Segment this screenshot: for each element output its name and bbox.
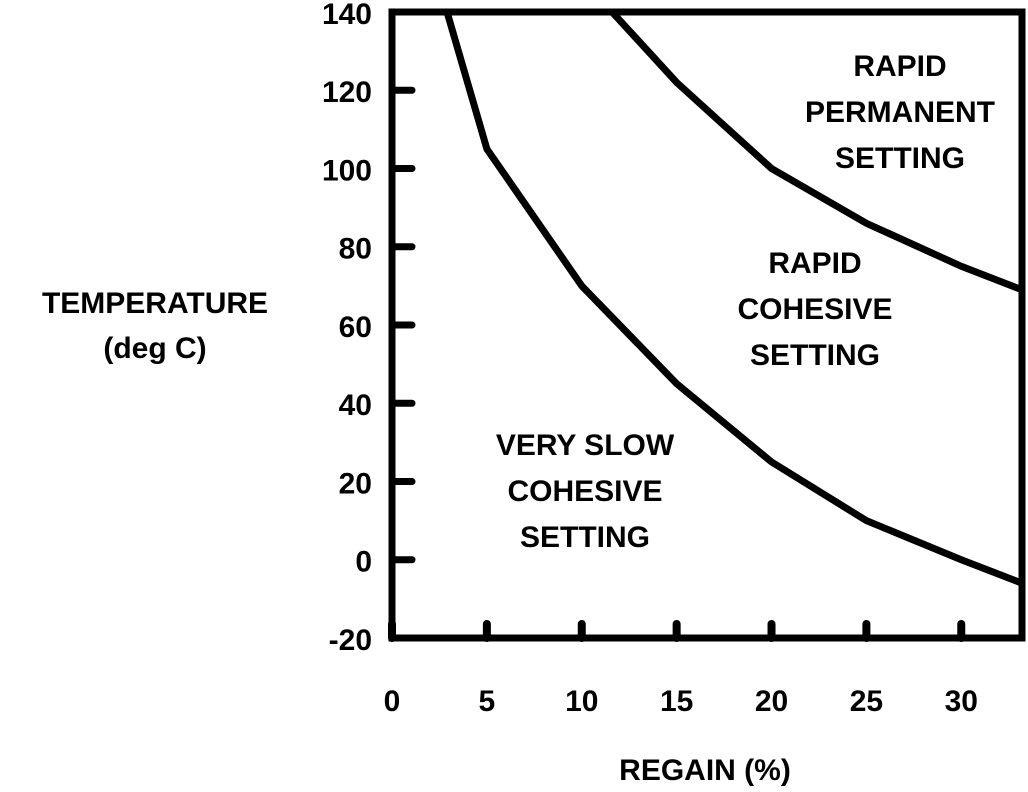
region-label: RAPID: [768, 247, 861, 280]
region-label: RAPID: [853, 50, 946, 83]
x-tick-label: 30: [945, 685, 978, 718]
region-label: COHESIVE: [737, 293, 892, 326]
y-tick-label: 140: [322, 0, 372, 31]
y-tick-label: 20: [339, 467, 372, 500]
region-label: SETTING: [835, 142, 965, 175]
region-label: SETTING: [520, 521, 650, 554]
y-tick-label: 120: [322, 76, 372, 109]
x-tick-label: 25: [850, 685, 883, 718]
curve: [443, 8, 1026, 587]
y-tick-label: 80: [339, 233, 372, 266]
x-tick-label: 10: [565, 685, 598, 718]
region-label: PERMANENT: [805, 96, 995, 129]
region-label: VERY SLOW: [496, 429, 675, 462]
x-tick-label: 15: [660, 685, 693, 718]
x-tick-label: 0: [384, 685, 401, 718]
x-axis-label: REGAIN (%): [619, 754, 791, 787]
y-tick-label: 40: [339, 389, 372, 422]
region-label: SETTING: [750, 339, 880, 372]
y-tick-label: 0: [355, 546, 372, 579]
x-tick-label: 20: [755, 685, 788, 718]
x-tick-label: 5: [479, 685, 496, 718]
curve: [608, 8, 1026, 294]
y-tick-label: 100: [322, 154, 372, 187]
y-axis-label: (deg C): [103, 332, 206, 365]
y-tick-label: -20: [329, 624, 372, 657]
region-label: COHESIVE: [507, 475, 662, 508]
y-tick-label: 60: [339, 311, 372, 344]
y-axis-label: TEMPERATURE: [42, 287, 268, 320]
